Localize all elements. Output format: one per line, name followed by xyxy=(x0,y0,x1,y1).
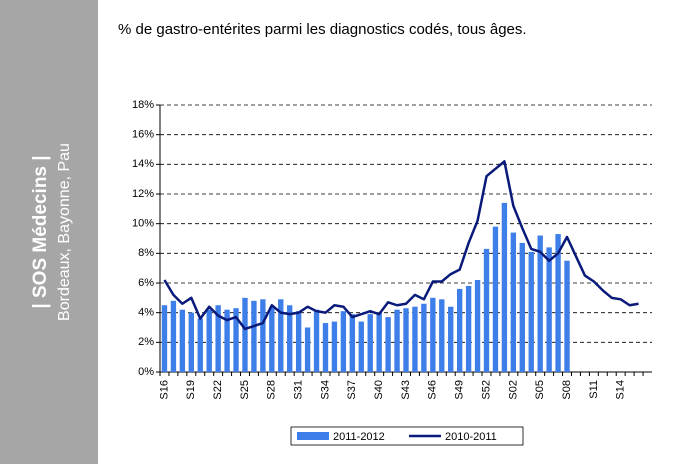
x-tick-label: S46 xyxy=(427,380,439,400)
bar xyxy=(483,248,490,372)
bar xyxy=(206,309,212,372)
bar xyxy=(313,309,320,372)
x-tick-label: S25 xyxy=(239,380,251,400)
x-tick-label: S08 xyxy=(561,380,573,400)
sidebar xyxy=(0,0,98,464)
bar xyxy=(465,285,472,372)
y-tick-label: 8% xyxy=(138,247,154,259)
x-tick-label: S19 xyxy=(185,380,197,400)
bar xyxy=(331,321,338,372)
bar xyxy=(510,232,517,372)
bar xyxy=(197,318,203,372)
bar xyxy=(385,317,391,372)
bar xyxy=(456,288,463,372)
bar xyxy=(448,306,454,372)
bar xyxy=(278,299,284,372)
bar xyxy=(501,202,508,372)
bar xyxy=(251,300,257,372)
bar xyxy=(322,323,329,372)
bar xyxy=(564,260,570,372)
bar xyxy=(367,314,373,372)
x-tick-label: S16 xyxy=(158,380,170,400)
bar xyxy=(215,305,221,372)
x-tick-label: S52 xyxy=(480,380,492,400)
sidebar-subtitle: Bordeaux, Bayonne, Pau xyxy=(56,143,73,321)
bar xyxy=(537,235,543,372)
x-tick-label: S14 xyxy=(615,380,627,400)
bar xyxy=(269,306,275,372)
bar xyxy=(349,314,356,372)
y-tick-label: 10% xyxy=(132,218,154,230)
bar xyxy=(179,309,186,372)
bar xyxy=(340,311,347,372)
x-tick-label: S37 xyxy=(346,380,358,400)
sidebar-title: | SOS Médecins | xyxy=(30,155,51,308)
y-tick-label: 16% xyxy=(132,129,154,141)
bar xyxy=(421,303,427,372)
bar xyxy=(439,299,445,372)
bar xyxy=(376,312,382,372)
bar xyxy=(161,305,168,372)
bar xyxy=(492,226,499,372)
y-tick-label: 18% xyxy=(132,99,154,111)
x-tick-label: S11 xyxy=(588,380,600,399)
y-tick-label: 0% xyxy=(138,366,154,378)
x-tick-label: S22 xyxy=(212,380,224,400)
bar xyxy=(474,280,481,372)
legend-box xyxy=(290,426,524,446)
bar xyxy=(430,297,436,372)
legend-label: 2011-2012 xyxy=(333,431,385,443)
x-tick-label: S05 xyxy=(534,380,546,400)
bar xyxy=(295,311,302,372)
bar xyxy=(546,247,552,372)
legend-label: 2010-2011 xyxy=(445,431,497,443)
y-tick-label: 14% xyxy=(132,158,154,170)
x-tick-label: S43 xyxy=(400,380,412,400)
x-tick-label: S40 xyxy=(373,380,385,400)
x-tick-label: S28 xyxy=(266,380,278,400)
y-tick-label: 2% xyxy=(138,336,154,348)
bar xyxy=(394,309,400,372)
x-tick-label: S31 xyxy=(293,380,305,400)
y-tick-label: 4% xyxy=(138,307,154,319)
bar xyxy=(224,309,230,372)
bar xyxy=(304,327,311,372)
bar xyxy=(242,297,248,372)
bar xyxy=(358,321,364,372)
bar xyxy=(260,299,266,372)
bar xyxy=(188,312,194,372)
bar xyxy=(412,306,418,372)
chart-title: % de gastro-entérites parmi les diagnost… xyxy=(118,21,527,38)
y-tick-label: 12% xyxy=(132,188,154,200)
bar xyxy=(403,308,409,372)
x-tick-label: S34 xyxy=(319,380,331,400)
bar xyxy=(233,308,239,372)
legend-swatch xyxy=(297,432,329,440)
x-tick-label: S02 xyxy=(507,380,519,400)
bar xyxy=(555,234,561,372)
bar xyxy=(519,242,525,372)
line xyxy=(163,160,639,331)
y-tick-label: 6% xyxy=(138,277,154,289)
bar xyxy=(528,251,534,372)
x-tick-label: S49 xyxy=(454,380,466,400)
bar xyxy=(170,300,177,372)
bar xyxy=(287,305,293,372)
